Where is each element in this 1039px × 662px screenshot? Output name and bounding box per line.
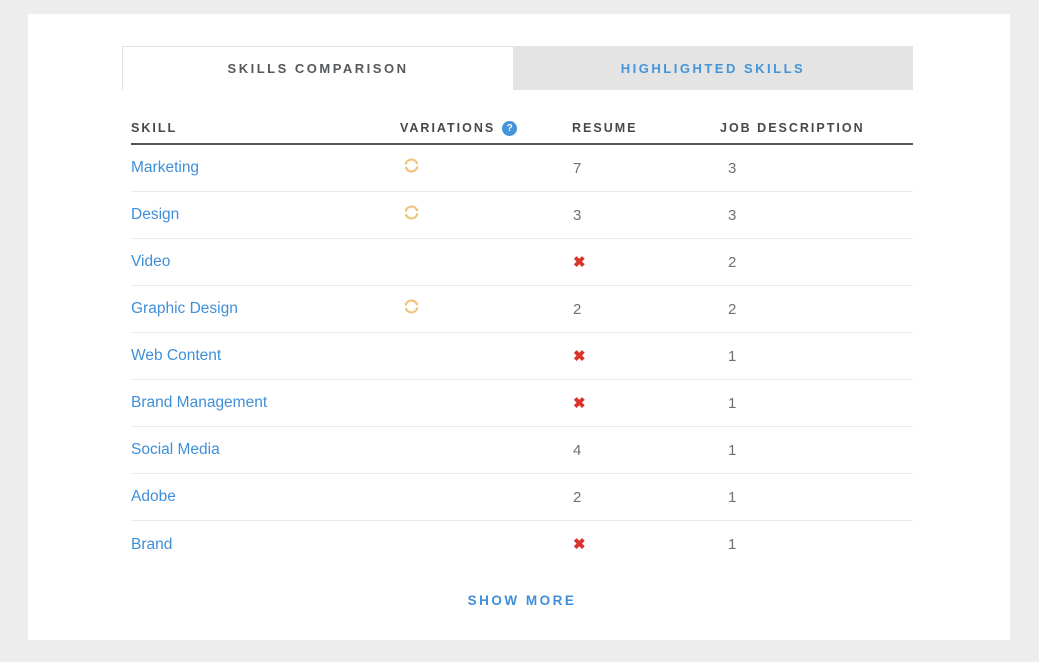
show-more-container: SHOW MORE (131, 592, 913, 610)
resume-cell: ✖ (572, 537, 720, 552)
job-description-count: 1 (728, 536, 737, 553)
table-row: Video ✖ 2 (131, 239, 913, 286)
skill-cell: Graphic Design (131, 300, 400, 318)
column-header-resume: RESUME (572, 121, 720, 135)
column-header-skill-label: SKILL (131, 121, 178, 135)
skill-link[interactable]: Design (131, 206, 180, 223)
job-description-cell: 2 (720, 301, 913, 318)
variations-cell (400, 534, 572, 556)
skill-cell: Design (131, 206, 400, 224)
variations-cell (400, 345, 572, 367)
resume-cell: 4 (572, 442, 720, 459)
variations-cell (400, 251, 572, 273)
resume-cell: 3 (572, 207, 720, 224)
resume-cell: 7 (572, 160, 720, 177)
job-description-cell: 1 (720, 536, 913, 553)
skill-cell: Social Media (131, 441, 400, 459)
skill-link[interactable]: Social Media (131, 441, 220, 458)
resume-cell: 2 (572, 301, 720, 318)
table-row: Design 3 3 (131, 192, 913, 239)
skill-link[interactable]: Marketing (131, 159, 200, 176)
variations-cell (400, 204, 572, 226)
table-row: Brand ✖ 1 (131, 521, 913, 568)
variations-icon[interactable] (403, 298, 420, 320)
resume-count: 4 (573, 441, 582, 459)
column-header-job-description: JOB DESCRIPTION (720, 121, 913, 135)
resume-count: 2 (573, 488, 582, 506)
skills-panel-card: SKILLS COMPARISON HIGHLIGHTED SKILLS SKI… (28, 14, 1010, 640)
skill-link[interactable]: Adobe (131, 488, 176, 505)
variations-cell (400, 486, 572, 508)
skill-link[interactable]: Brand (131, 535, 173, 553)
skill-cell: Brand Management (131, 394, 400, 412)
show-more-button[interactable]: SHOW MORE (467, 593, 577, 608)
job-description-count: 3 (728, 206, 737, 224)
table-row: Adobe 2 1 (131, 474, 913, 521)
skill-link[interactable]: Web Content (131, 347, 222, 364)
missing-skill-icon: ✖ (573, 347, 586, 365)
missing-skill-icon: ✖ (573, 536, 586, 553)
column-header-resume-label: RESUME (572, 121, 638, 135)
job-description-cell: 1 (720, 442, 913, 459)
variations-help-icon[interactable]: ? (502, 120, 518, 136)
skill-cell: Web Content (131, 347, 400, 365)
resume-cell: 2 (572, 489, 720, 506)
job-description-count: 2 (728, 300, 737, 318)
table-row: Web Content ✖ 1 (131, 333, 913, 380)
tab-bar: SKILLS COMPARISON HIGHLIGHTED SKILLS (122, 46, 913, 90)
job-description-cell: 2 (720, 254, 913, 271)
table-row: Marketing 7 3 (131, 145, 913, 192)
job-description-cell: 1 (720, 489, 913, 506)
missing-skill-icon: ✖ (573, 253, 586, 271)
column-header-variations: VARIATIONS ? (400, 120, 572, 136)
job-description-count: 3 (728, 159, 737, 177)
variations-icon[interactable] (403, 157, 420, 179)
column-header-job-description-label: JOB DESCRIPTION (720, 121, 865, 135)
job-description-count: 2 (728, 253, 737, 271)
job-description-count: 1 (728, 441, 737, 459)
job-description-count: 1 (728, 488, 737, 506)
resume-cell: ✖ (572, 255, 720, 270)
skills-comparison-table: SKILL VARIATIONS ? RESUME JOB DESCRIPTIO… (131, 113, 913, 610)
tab-skills-comparison[interactable]: SKILLS COMPARISON (122, 46, 513, 90)
skill-cell: Video (131, 253, 400, 271)
resume-cell: ✖ (572, 349, 720, 364)
job-description-count: 1 (728, 394, 737, 412)
job-description-cell: 1 (720, 348, 913, 365)
table-header-row: SKILL VARIATIONS ? RESUME JOB DESCRIPTIO… (131, 113, 913, 145)
skill-cell: Marketing (131, 159, 400, 177)
resume-count: 2 (573, 300, 582, 318)
skill-link[interactable]: Video (131, 253, 171, 270)
variations-cell (400, 157, 572, 179)
resume-count: 3 (573, 206, 582, 224)
variations-cell (400, 439, 572, 461)
tab-highlighted-skills[interactable]: HIGHLIGHTED SKILLS (513, 46, 913, 90)
job-description-cell: 3 (720, 160, 913, 177)
variations-cell (400, 298, 572, 320)
table-row: Graphic Design 2 2 (131, 286, 913, 333)
column-header-variations-label: VARIATIONS (400, 121, 496, 135)
table-row: Brand Management ✖ 1 (131, 380, 913, 427)
job-description-cell: 1 (720, 395, 913, 412)
skill-link[interactable]: Brand Management (131, 394, 268, 411)
job-description-cell: 3 (720, 207, 913, 224)
variations-icon[interactable] (403, 204, 420, 226)
skill-link[interactable]: Graphic Design (131, 300, 238, 317)
missing-skill-icon: ✖ (573, 394, 586, 412)
job-description-count: 1 (728, 347, 737, 365)
column-header-skill: SKILL (131, 121, 400, 135)
table-row: Social Media 4 1 (131, 427, 913, 474)
skill-cell: Brand (131, 536, 400, 554)
skills-table-body: Marketing 7 3 Design (131, 145, 913, 568)
resume-cell: ✖ (572, 396, 720, 411)
skill-cell: Adobe (131, 488, 400, 506)
variations-cell (400, 392, 572, 414)
resume-count: 7 (573, 159, 582, 177)
